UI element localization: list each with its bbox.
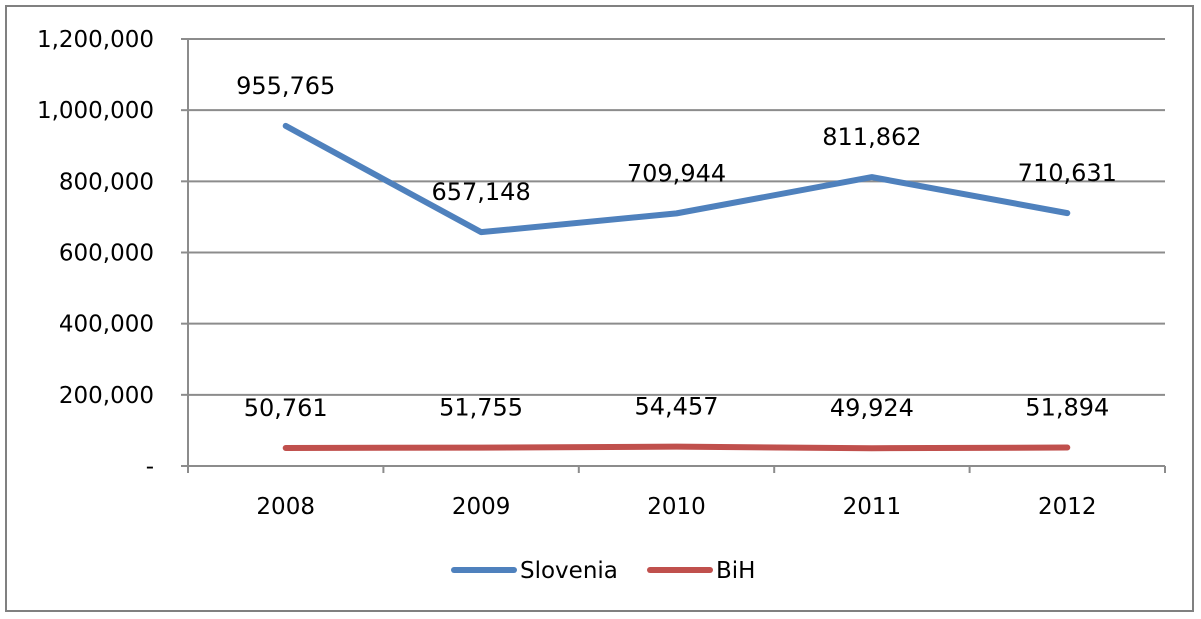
data-label: 709,944: [627, 159, 726, 187]
data-label: 51,894: [1025, 394, 1109, 422]
data-label: 50,761: [244, 394, 328, 422]
x-tick-label: 2011: [843, 494, 902, 520]
data-label: 811,862: [822, 123, 921, 151]
data-label: 955,765: [236, 72, 335, 100]
legend-label: Slovenia: [520, 558, 618, 584]
y-tick-label: 400,000: [59, 312, 154, 338]
y-tick-label: 200,000: [59, 383, 154, 409]
data-label: 49,924: [830, 394, 914, 422]
x-tick-label: 2009: [452, 494, 511, 520]
data-label: 51,755: [439, 394, 523, 422]
x-tick-label: 2010: [647, 494, 706, 520]
y-tick-label: 600,000: [59, 241, 154, 267]
legend-label: BiH: [716, 558, 755, 584]
x-tick-label: 2008: [256, 494, 315, 520]
chart-frame: [5, 5, 1194, 612]
series-line-bih: [282, 443, 1071, 452]
y-tick-label: 1,200,000: [37, 27, 154, 53]
x-tick-label: 2012: [1038, 494, 1097, 520]
y-tick-label: 1,000,000: [37, 98, 154, 124]
y-tick-label: -: [146, 454, 154, 480]
y-tick-label: 800,000: [59, 169, 154, 195]
data-label: 657,148: [431, 178, 530, 206]
data-label: 54,457: [635, 393, 719, 421]
data-label: 710,631: [1018, 159, 1117, 187]
